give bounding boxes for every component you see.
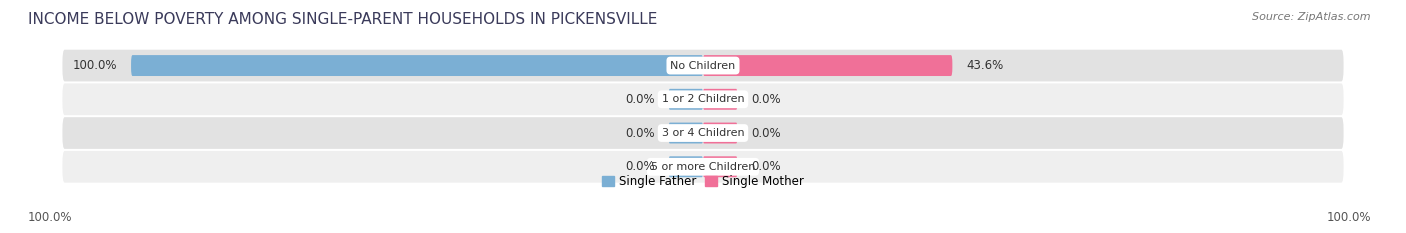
FancyBboxPatch shape — [669, 123, 703, 144]
FancyBboxPatch shape — [703, 89, 737, 110]
Text: 5 or more Children: 5 or more Children — [651, 162, 755, 172]
Text: 0.0%: 0.0% — [624, 127, 654, 140]
FancyBboxPatch shape — [62, 151, 1344, 183]
Text: 100.0%: 100.0% — [1326, 211, 1371, 224]
FancyBboxPatch shape — [62, 117, 1344, 149]
Text: 0.0%: 0.0% — [752, 160, 782, 173]
Text: 0.0%: 0.0% — [752, 93, 782, 106]
Text: 0.0%: 0.0% — [624, 160, 654, 173]
FancyBboxPatch shape — [669, 89, 703, 110]
Text: 1 or 2 Children: 1 or 2 Children — [662, 94, 744, 104]
Text: 100.0%: 100.0% — [72, 59, 117, 72]
FancyBboxPatch shape — [703, 156, 737, 177]
FancyBboxPatch shape — [703, 123, 737, 144]
Text: Source: ZipAtlas.com: Source: ZipAtlas.com — [1253, 12, 1371, 22]
Text: 100.0%: 100.0% — [28, 211, 73, 224]
Text: 0.0%: 0.0% — [752, 127, 782, 140]
Text: 0.0%: 0.0% — [624, 93, 654, 106]
Text: No Children: No Children — [671, 61, 735, 71]
Legend: Single Father, Single Mother: Single Father, Single Mother — [598, 170, 808, 193]
FancyBboxPatch shape — [669, 156, 703, 177]
FancyBboxPatch shape — [131, 55, 703, 76]
Text: 43.6%: 43.6% — [967, 59, 1004, 72]
Text: 3 or 4 Children: 3 or 4 Children — [662, 128, 744, 138]
FancyBboxPatch shape — [703, 55, 952, 76]
Text: INCOME BELOW POVERTY AMONG SINGLE-PARENT HOUSEHOLDS IN PICKENSVILLE: INCOME BELOW POVERTY AMONG SINGLE-PARENT… — [28, 12, 658, 27]
FancyBboxPatch shape — [62, 50, 1344, 81]
FancyBboxPatch shape — [62, 83, 1344, 115]
